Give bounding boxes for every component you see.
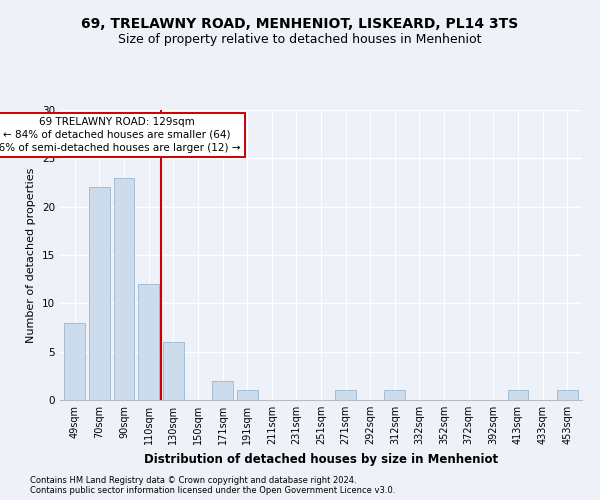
Text: Contains HM Land Registry data © Crown copyright and database right 2024.: Contains HM Land Registry data © Crown c… xyxy=(30,476,356,485)
Bar xyxy=(557,390,578,400)
Text: Size of property relative to detached houses in Menheniot: Size of property relative to detached ho… xyxy=(118,32,482,46)
Bar xyxy=(113,178,134,400)
Bar xyxy=(212,380,233,400)
Y-axis label: Number of detached properties: Number of detached properties xyxy=(26,168,37,342)
X-axis label: Distribution of detached houses by size in Menheniot: Distribution of detached houses by size … xyxy=(144,452,498,466)
Bar xyxy=(64,322,85,400)
Text: 69 TRELAWNY ROAD: 129sqm
← 84% of detached houses are smaller (64)
16% of semi-d: 69 TRELAWNY ROAD: 129sqm ← 84% of detach… xyxy=(0,117,241,153)
Text: 69, TRELAWNY ROAD, MENHENIOT, LISKEARD, PL14 3TS: 69, TRELAWNY ROAD, MENHENIOT, LISKEARD, … xyxy=(82,18,518,32)
Text: Contains public sector information licensed under the Open Government Licence v3: Contains public sector information licen… xyxy=(30,486,395,495)
Bar xyxy=(508,390,529,400)
Bar xyxy=(236,390,257,400)
Bar xyxy=(138,284,159,400)
Bar xyxy=(89,188,110,400)
Bar xyxy=(163,342,184,400)
Bar xyxy=(335,390,356,400)
Bar xyxy=(385,390,406,400)
